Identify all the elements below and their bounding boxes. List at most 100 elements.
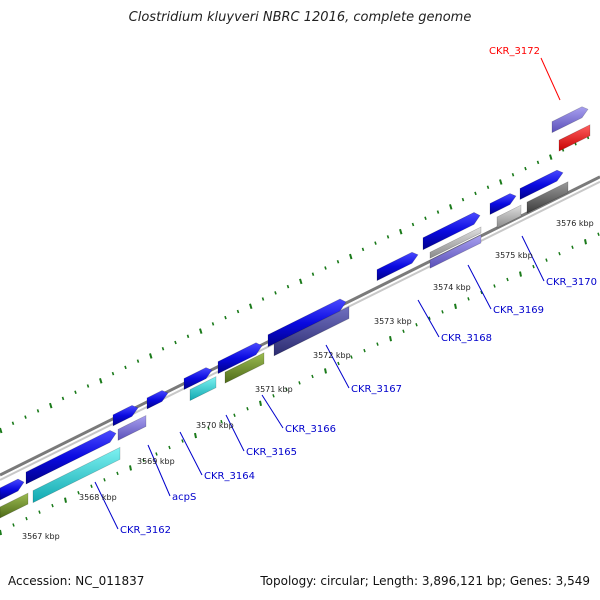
inner-tick xyxy=(246,407,249,411)
inner-tick xyxy=(363,348,366,353)
inner-tick xyxy=(0,529,2,536)
outer-tick xyxy=(111,371,115,376)
gene-feature xyxy=(429,234,482,269)
gene-label: CKR_3170 xyxy=(546,277,597,288)
outer-tick xyxy=(399,228,403,235)
inner-tick xyxy=(571,245,574,249)
leader-line xyxy=(261,394,284,429)
inner-tick xyxy=(337,361,340,366)
outer-tick xyxy=(24,415,27,419)
leader-line xyxy=(94,481,119,530)
gene-feature xyxy=(496,204,522,229)
outer-tick xyxy=(449,204,453,210)
outer-tick xyxy=(74,390,77,394)
outer-tick xyxy=(136,359,140,363)
gene-feature xyxy=(32,446,121,504)
gene-label: CKR_3167 xyxy=(351,384,402,395)
leader-line xyxy=(147,444,171,497)
tick-label: 3572 kbp xyxy=(313,351,351,360)
inner-tick xyxy=(350,355,353,359)
gene-feature xyxy=(224,352,265,384)
outer-tick xyxy=(49,402,53,409)
outer-tick xyxy=(486,185,490,189)
gene-feature xyxy=(376,251,419,282)
outer-tick xyxy=(324,266,327,270)
inner-tick xyxy=(12,523,15,527)
gene-feature xyxy=(146,390,169,410)
inner-tick xyxy=(25,516,28,521)
inner-tick xyxy=(389,335,392,342)
outer-tick xyxy=(36,409,40,413)
inner-tick xyxy=(116,471,119,476)
inner-tick xyxy=(532,264,535,269)
tick-label: 3571 kbp xyxy=(255,385,293,394)
gene-label: CKR_3168 xyxy=(441,333,492,344)
inner-tick xyxy=(285,387,288,392)
inner-tick xyxy=(207,426,210,430)
genome-summary-text: Topology: circular; Length: 3,896,121 bp… xyxy=(260,574,590,588)
inner-tick xyxy=(519,271,522,277)
outer-tick xyxy=(274,291,277,295)
outer-tick xyxy=(536,160,540,165)
outer-tick xyxy=(311,272,315,276)
outer-tick xyxy=(286,284,290,289)
outer-tick xyxy=(124,365,127,370)
outer-tick xyxy=(174,340,177,345)
inner-tick xyxy=(480,290,483,295)
tick-label: 3569 kbp xyxy=(137,457,175,466)
inner-tick xyxy=(194,432,197,439)
gene-feature xyxy=(273,306,350,357)
outer-tick xyxy=(349,253,353,260)
gene-labels: 3567 kbp 3568 kbp 3569 kbp 3570 kbp 3571 kbp… xyxy=(22,46,597,541)
gene-feature xyxy=(526,181,569,214)
tick-marks xyxy=(0,135,600,536)
inner-tick xyxy=(259,400,262,406)
leader-line xyxy=(521,235,545,282)
outer-tick xyxy=(186,334,190,339)
gene-feature xyxy=(112,405,139,427)
outer-tick xyxy=(549,154,553,160)
inner-tick xyxy=(584,239,587,245)
inner-tick xyxy=(506,277,509,282)
inner-tick xyxy=(311,374,314,379)
tick-label: 3575 kbp xyxy=(495,251,533,260)
outer-tick xyxy=(361,247,365,252)
inner-tick xyxy=(142,458,145,463)
outer-tick xyxy=(61,396,65,401)
leader-line xyxy=(540,57,561,101)
outer-tick xyxy=(474,191,477,196)
tick-label: 3567 kbp xyxy=(22,532,60,541)
outer-tick xyxy=(386,235,390,239)
gene-feature xyxy=(25,429,117,485)
inner-tick xyxy=(51,503,54,508)
outer-tick xyxy=(224,315,227,320)
inner-tick xyxy=(558,251,561,256)
outer-tick xyxy=(0,427,3,434)
tick-label: 3568 kbp xyxy=(79,493,117,502)
outer-tick xyxy=(299,278,303,285)
gene-label: CKR_3172 xyxy=(489,46,540,57)
inner-tick xyxy=(597,232,600,237)
outer-tick xyxy=(261,297,265,301)
inner-tick xyxy=(324,368,327,374)
inner-tick xyxy=(545,258,548,262)
outer-tick xyxy=(99,378,103,384)
gene-feature xyxy=(0,478,25,501)
inner-tick xyxy=(298,381,301,385)
gene-feature xyxy=(189,376,217,402)
gene-features xyxy=(0,106,591,519)
inner-tick xyxy=(129,465,132,471)
gene-feature xyxy=(558,124,591,152)
inner-tick xyxy=(402,329,405,333)
tick-label: 3574 kbp xyxy=(433,283,471,292)
outer-tick xyxy=(424,216,427,221)
outer-tick xyxy=(211,322,215,326)
gene-feature xyxy=(183,367,213,391)
leader-line xyxy=(325,344,350,389)
inner-tick xyxy=(233,413,236,417)
inner-tick xyxy=(181,439,184,443)
outer-tick xyxy=(336,260,340,264)
outer-tick xyxy=(86,384,90,388)
inner-tick xyxy=(493,284,496,288)
inner-tick xyxy=(77,490,80,495)
